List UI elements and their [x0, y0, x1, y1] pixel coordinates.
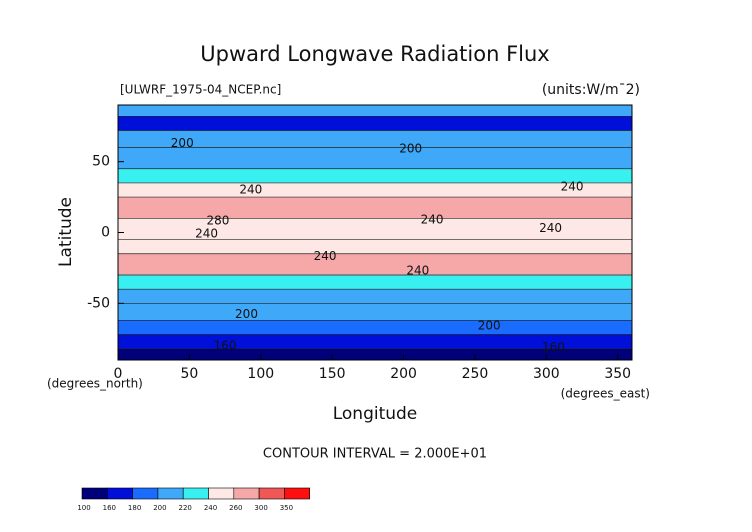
y-unit-label: (degrees_north)	[47, 377, 143, 391]
x-tick-label: 350	[604, 366, 631, 382]
contour-label: 160	[542, 340, 565, 354]
colorbar-label: 220	[179, 504, 192, 512]
contour-band	[118, 130, 632, 148]
contour-label: 200	[235, 307, 258, 321]
colorbar-box	[233, 487, 260, 500]
colorbar-box	[182, 487, 209, 500]
colorbar-box	[157, 487, 184, 500]
x-tick-label: 50	[180, 366, 198, 382]
colorbar-box	[81, 487, 108, 500]
contour-band	[118, 218, 632, 240]
colorbar-label: 100	[77, 504, 90, 512]
contour-label: 240	[195, 226, 218, 240]
contour-label: 240	[539, 221, 562, 235]
colorbar-box	[258, 487, 285, 500]
contour-label: 240	[561, 180, 584, 194]
contour-label: 200	[478, 319, 501, 333]
contour-band	[118, 348, 632, 360]
contour-band	[118, 303, 632, 321]
colorbar-label: 180	[128, 504, 141, 512]
contour-label: 240	[314, 249, 337, 263]
contour-band	[118, 105, 632, 117]
contour-band	[118, 239, 632, 254]
contour-band	[118, 334, 632, 349]
x-tick-label: 0	[114, 366, 123, 382]
contour-band	[118, 182, 632, 198]
contour-band	[118, 275, 632, 290]
contour-band	[118, 197, 632, 219]
y-axis-label: Latitude	[56, 197, 76, 267]
colorbar-label: 300	[254, 504, 267, 512]
subtitle-left: [ULWRF_1975-04_NCEP.nc]	[120, 83, 281, 97]
contour-band	[118, 320, 632, 335]
contour-label: 240	[421, 212, 444, 226]
contour-label: 240	[406, 263, 429, 277]
contour-band	[118, 168, 632, 183]
footer: CONTOUR INTERVAL = 2.000E+01	[263, 447, 487, 462]
contour-label: 160	[214, 338, 237, 352]
x-tick-label: 200	[390, 366, 417, 382]
y-tick-label: 0	[101, 225, 110, 241]
y-tick-label: 50	[92, 154, 110, 170]
contour-band	[118, 116, 632, 131]
contour-band	[118, 289, 632, 304]
colorbar-box	[208, 487, 235, 500]
colorbar-box	[284, 487, 310, 500]
x-tick-label: 300	[533, 366, 560, 382]
x-unit-label: (degrees_east)	[561, 387, 650, 401]
colorbar-label: 160	[103, 504, 116, 512]
x-axis-label: Longitude	[333, 404, 418, 424]
subtitle-right: (units:W/m¯2)	[542, 82, 640, 98]
y-tick-label: -50	[87, 295, 110, 311]
contour-band	[118, 253, 632, 275]
contour-label: 200	[171, 136, 194, 150]
contour-label: 280	[206, 214, 229, 228]
x-tick-label: 150	[319, 366, 346, 382]
contour-label: 240	[239, 183, 262, 197]
contour-band	[118, 147, 632, 169]
x-tick-label: 100	[247, 366, 274, 382]
chart-title: Upward Longwave Radiation Flux	[200, 42, 549, 66]
colorbar-label: 260	[229, 504, 242, 512]
colorbar-box	[107, 487, 133, 500]
colorbar-label: 350	[280, 504, 293, 512]
colorbar-label: 200	[153, 504, 166, 512]
colorbar-box	[132, 487, 159, 500]
x-tick-label: 250	[462, 366, 489, 382]
contour-label: 200	[399, 141, 422, 155]
colorbar-label: 240	[204, 504, 217, 512]
